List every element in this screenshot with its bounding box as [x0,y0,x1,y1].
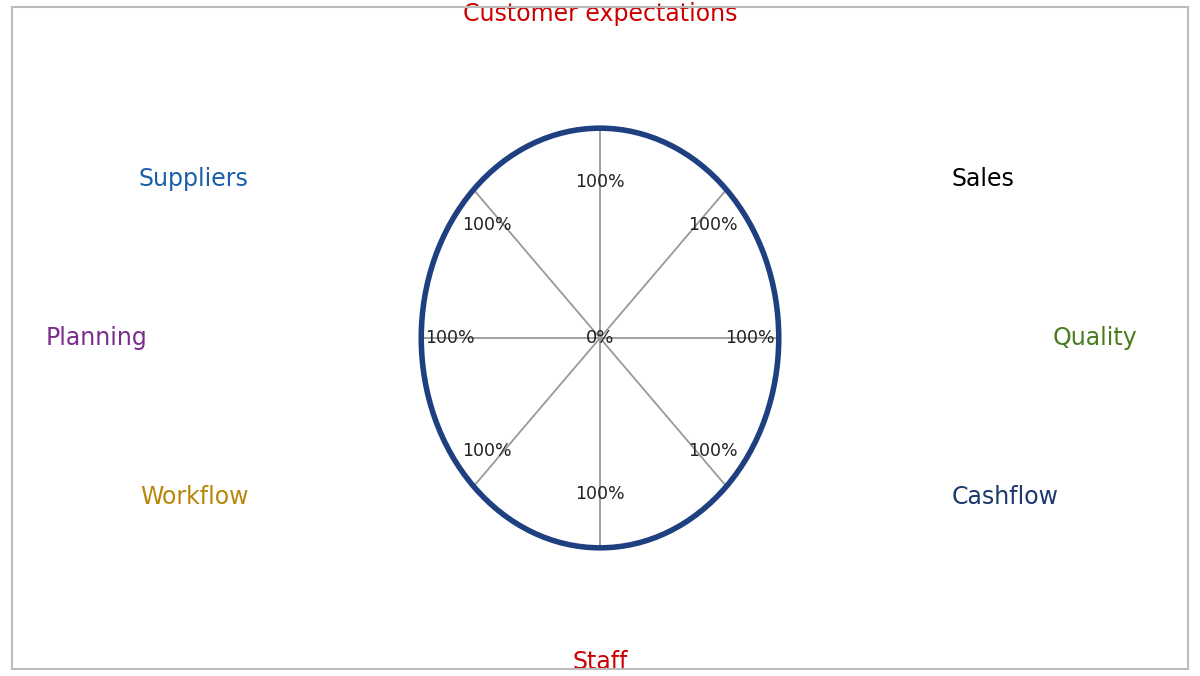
Text: 100%: 100% [575,173,625,191]
Text: Workflow: Workflow [140,485,248,508]
Text: 100%: 100% [689,216,738,234]
Text: 100%: 100% [425,329,475,347]
Text: Planning: Planning [46,326,148,350]
Text: 100%: 100% [725,329,775,347]
Text: Quality: Quality [1052,326,1138,350]
Text: Staff: Staff [572,650,628,674]
Text: Customer expectations: Customer expectations [463,2,737,26]
Text: 100%: 100% [462,442,511,460]
Text: 0%: 0% [586,329,614,347]
Text: 100%: 100% [689,442,738,460]
Text: Sales: Sales [952,168,1014,191]
Text: 100%: 100% [462,216,511,234]
Text: Suppliers: Suppliers [138,168,248,191]
Text: 100%: 100% [575,485,625,503]
Text: Cashflow: Cashflow [952,485,1058,508]
